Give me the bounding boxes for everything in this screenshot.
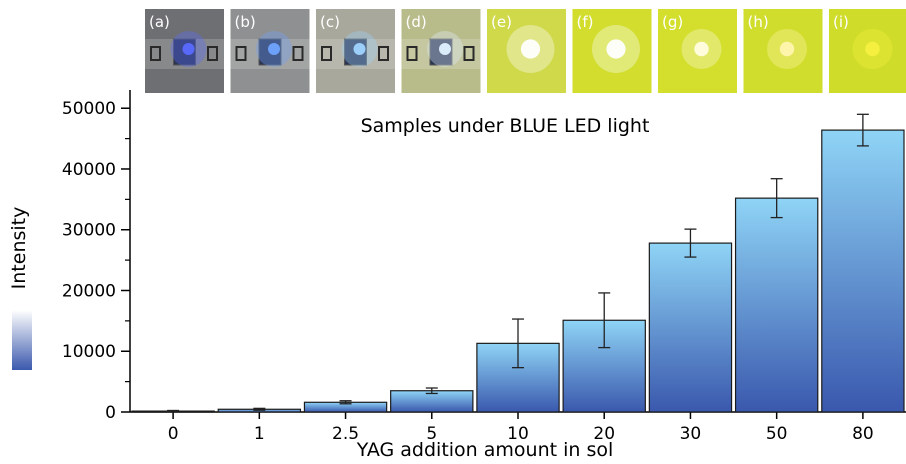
sample-photo: (g) (658, 9, 737, 93)
y-axis: 0 10000 20000 30000 40000 50000 (62, 90, 131, 423)
y-axis-title: Intensity (8, 207, 30, 290)
error-bar (253, 407, 266, 411)
y-tick-label: 50000 (62, 99, 116, 119)
x-axis: 0 1 2.5 5 10 20 30 50 80 (130, 411, 906, 444)
sample-photo: (a) (145, 9, 224, 93)
sample-photo: (b) (230, 9, 310, 93)
sample-photo: (i) (829, 9, 906, 93)
error-bar (598, 292, 611, 349)
x-tick-label: 0 (168, 424, 179, 444)
bar (734, 197, 819, 413)
sample-photo-label: (e) (491, 13, 512, 31)
bar (648, 242, 733, 413)
x-tick-label: 20 (593, 424, 615, 444)
chart-title: Samples under BLUE LED light (361, 115, 650, 137)
bar (476, 342, 560, 413)
error-bar (512, 318, 524, 369)
x-tick-label: 2.5 (332, 424, 359, 444)
error-bar (339, 400, 352, 405)
sample-photo: (h) (743, 9, 823, 93)
x-tick-label: 10 (507, 424, 529, 444)
sample-photo: (c) (316, 9, 395, 93)
sample-photo-label: (g) (662, 13, 683, 31)
sample-photo: (e) (487, 9, 566, 93)
sample-photo-label: (c) (320, 13, 340, 31)
sample-photo-label: (f) (577, 13, 594, 31)
error-bar (425, 387, 438, 395)
sample-photo-strip: (a) (b) (c) (d) (e) (f) (g) (h) (i) (145, 9, 906, 93)
sample-photo-label: (d) (406, 13, 427, 31)
sample-photo-label: (i) (833, 13, 849, 31)
bar (821, 129, 905, 413)
y-tick-label: 0 (105, 403, 116, 423)
sample-photo: (f) (572, 9, 652, 93)
x-tick-label: 5 (426, 424, 437, 444)
x-tick-label: 1 (254, 424, 265, 444)
sample-photo-label: (a) (149, 13, 170, 31)
sample-photo-label: (b) (235, 13, 256, 31)
error-bar (856, 113, 869, 147)
error-bars (167, 113, 869, 413)
sample-photo-label: (h) (748, 13, 769, 31)
x-tick-label: 80 (852, 424, 874, 444)
error-bar (770, 178, 783, 219)
x-axis-title: YAG addition amount in sol (356, 439, 614, 461)
y-tick-label: 40000 (62, 160, 116, 180)
x-tick-label: 50 (766, 424, 788, 444)
sample-photo: (d) (401, 9, 481, 93)
y-tick-label: 20000 (62, 281, 116, 301)
y-tick-label: 10000 (62, 342, 116, 362)
intensity-colorbar (12, 310, 32, 370)
y-tick-label: 30000 (62, 221, 116, 241)
bars (131, 129, 905, 413)
error-bar (167, 409, 180, 413)
error-bar (684, 228, 697, 258)
x-tick-label: 30 (680, 424, 702, 444)
